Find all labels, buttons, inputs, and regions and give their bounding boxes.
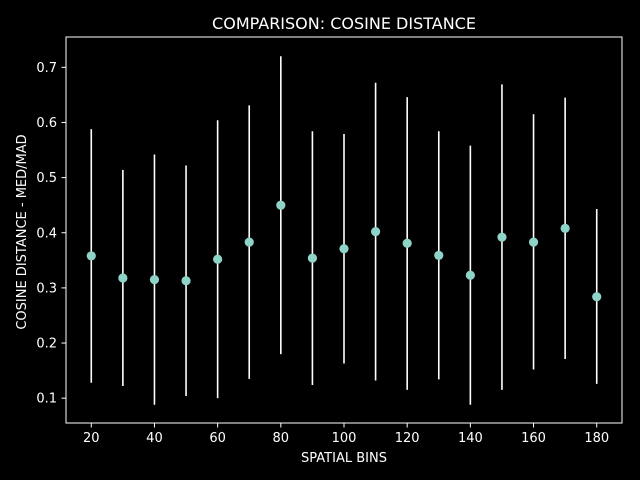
y-tick-label-4: 0.5: [36, 171, 57, 186]
data-point-10: [402, 238, 412, 248]
x-tick-label-8: 180: [584, 431, 609, 446]
data-point-16: [592, 292, 602, 302]
plot-marks: [86, 56, 602, 405]
y-tick-label-0: 0.1: [36, 392, 57, 407]
x-axis-label: SPATIAL BINS: [301, 451, 387, 466]
data-point-1: [118, 273, 128, 283]
y-tick-label-1: 0.2: [36, 337, 57, 352]
data-point-0: [86, 251, 96, 261]
x-tick-label-3: 80: [273, 431, 290, 446]
x-tick-label-0: 20: [83, 431, 100, 446]
data-point-11: [434, 250, 444, 260]
y-tick-label-6: 0.7: [36, 61, 57, 76]
x-tick-label-5: 120: [395, 431, 420, 446]
y-tick-label-2: 0.3: [36, 281, 57, 296]
data-point-14: [528, 237, 539, 247]
y-tick-label-3: 0.4: [36, 226, 57, 241]
data-point-15: [560, 223, 570, 233]
data-point-4: [213, 254, 223, 264]
x-tick-label-6: 140: [458, 431, 483, 446]
data-point-2: [149, 275, 160, 285]
data-point-5: [244, 237, 254, 247]
data-point-9: [370, 227, 381, 237]
data-point-8: [339, 244, 349, 254]
x-tick-label-1: 40: [146, 431, 163, 446]
data-point-3: [181, 276, 191, 286]
data-point-7: [307, 253, 318, 263]
data-point-13: [497, 232, 507, 242]
data-point-6: [276, 200, 286, 210]
data-point-12: [465, 270, 475, 280]
x-tick-label-7: 160: [521, 431, 546, 446]
x-tick-label-2: 60: [209, 431, 226, 446]
y-axis-label: COSINE DISTANCE - MED/MAD: [15, 134, 30, 329]
x-tick-label-4: 100: [332, 431, 357, 446]
axes: 20 40 60 80 100 120 140 160 180 0.1 0.2 0.3 0.4 0.5 0.…: [36, 36, 623, 446]
y-tick-label-5: 0.6: [36, 116, 57, 131]
chart-title: COMPARISON: COSINE DISTANCE: [212, 14, 476, 33]
